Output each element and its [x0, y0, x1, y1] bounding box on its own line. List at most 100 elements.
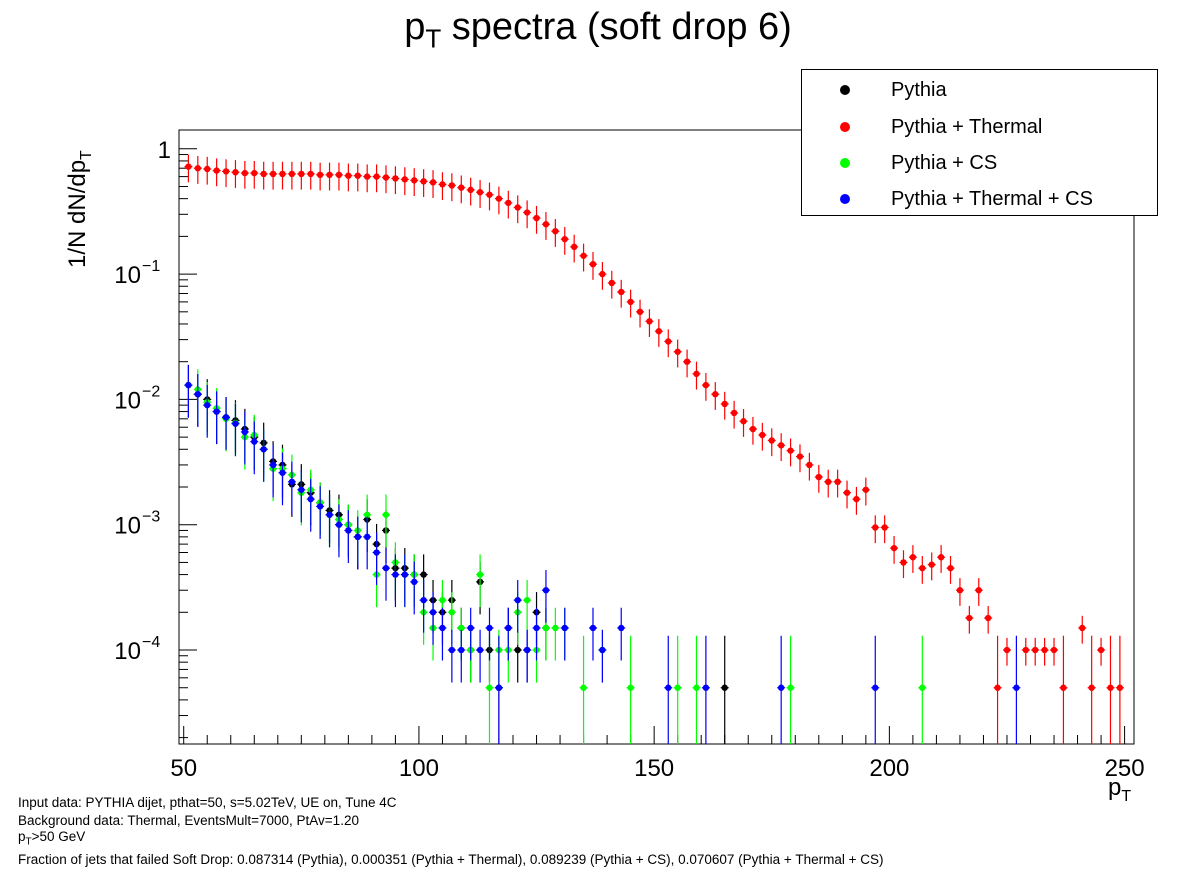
data-point [542, 624, 550, 632]
series-3 [184, 364, 1021, 744]
data-point [288, 478, 296, 486]
data-point [900, 559, 907, 566]
data-point [665, 338, 672, 345]
data-point [439, 624, 446, 632]
data-point [777, 684, 785, 691]
data-point [702, 381, 710, 389]
data-point [241, 169, 249, 177]
footer-ptcut-rest: >50 GeV [31, 829, 86, 844]
data-point [458, 184, 465, 191]
x-axis-label: pT [1108, 774, 1131, 806]
data-point [495, 684, 503, 691]
data-point [232, 169, 239, 176]
data-point [843, 489, 851, 496]
data-point [919, 684, 926, 691]
data-point [354, 172, 361, 179]
data-point [382, 174, 390, 181]
data-point [552, 624, 559, 632]
data-point [759, 431, 766, 439]
data-point [909, 554, 917, 561]
data-point [599, 646, 606, 654]
data-layer [184, 154, 1124, 744]
data-point [269, 170, 277, 178]
data-point [683, 358, 691, 365]
data-point [222, 168, 230, 175]
legend-entry-pythia-thermal: Pythia + Thermal [802, 112, 1157, 142]
data-point [298, 486, 305, 493]
data-point [994, 684, 1001, 691]
legend-entry-pythia-thermal-cs: Pythia + Thermal + CS [802, 184, 1157, 214]
data-point [1050, 646, 1058, 654]
data-point [420, 596, 427, 604]
data-point [655, 328, 663, 335]
data-point [862, 486, 870, 493]
footer-line-fraction: Fraction of jets that failed Soft Drop: … [18, 852, 884, 867]
data-point [815, 473, 823, 481]
data-point [806, 461, 813, 469]
data-point [636, 308, 644, 316]
data-point [589, 624, 597, 632]
data-point [439, 596, 446, 604]
data-point [749, 425, 757, 433]
data-point [580, 252, 587, 259]
data-point [665, 684, 672, 691]
data-point [674, 684, 681, 691]
data-point [937, 554, 945, 561]
data-point [354, 533, 361, 541]
data-point [476, 571, 484, 578]
data-point [975, 587, 982, 594]
data-point [269, 461, 277, 469]
data-point [834, 478, 841, 486]
chart-title: pT spectra (soft drop 6) [0, 6, 1196, 55]
data-point [204, 165, 211, 173]
data-point [213, 408, 220, 415]
data-point [279, 469, 286, 476]
data-point [570, 243, 578, 251]
data-point [674, 348, 681, 355]
title-rest: spectra (soft drop 6) [441, 6, 792, 48]
data-point [1097, 646, 1105, 654]
data-point [260, 446, 267, 453]
data-point [288, 170, 296, 178]
series-0 [184, 154, 1124, 744]
legend-entry-pythia-cs: Pythia + CS [802, 148, 1157, 178]
data-point [411, 177, 418, 184]
data-point [514, 204, 521, 211]
series-1 [184, 364, 729, 744]
data-point [401, 176, 409, 183]
legend-label-pythia-thermal: Pythia + Thermal [891, 116, 1043, 138]
y-tick-label: 10 [114, 513, 141, 540]
data-point [486, 191, 493, 198]
data-point [486, 624, 493, 632]
data-point [185, 381, 192, 389]
data-point [712, 391, 719, 398]
footer-line-input: Input data: PYTHIA dijet, pthat=50, s=5.… [18, 795, 397, 810]
data-point [363, 533, 371, 541]
data-point [222, 414, 230, 421]
data-point [420, 178, 427, 185]
y-axis-label: 1/N dN/dpT [64, 150, 96, 268]
data-point [429, 609, 437, 616]
data-point [947, 564, 954, 572]
data-point [608, 279, 616, 287]
data-point [476, 646, 484, 654]
data-point [467, 186, 474, 194]
data-point [768, 437, 775, 444]
legend-marker-pythia-cs [840, 158, 850, 168]
data-point [420, 571, 427, 578]
data-point [599, 270, 606, 278]
data-point [448, 646, 456, 654]
plot-frame [178, 129, 1135, 745]
legend-marker-pythia-thermal-cs [840, 194, 850, 204]
data-point [345, 172, 352, 179]
data-point [618, 288, 625, 296]
data-point [721, 400, 728, 408]
data-point [363, 511, 371, 518]
legend-label-pythia-thermal-cs: Pythia + Thermal + CS [891, 188, 1093, 210]
data-point [552, 227, 559, 235]
data-point [890, 544, 898, 552]
title-sub: T [425, 23, 442, 54]
data-point [984, 614, 992, 622]
legend: Pythia Pythia + Thermal Pythia + CS Pyth… [801, 69, 1158, 216]
data-point [881, 524, 888, 531]
